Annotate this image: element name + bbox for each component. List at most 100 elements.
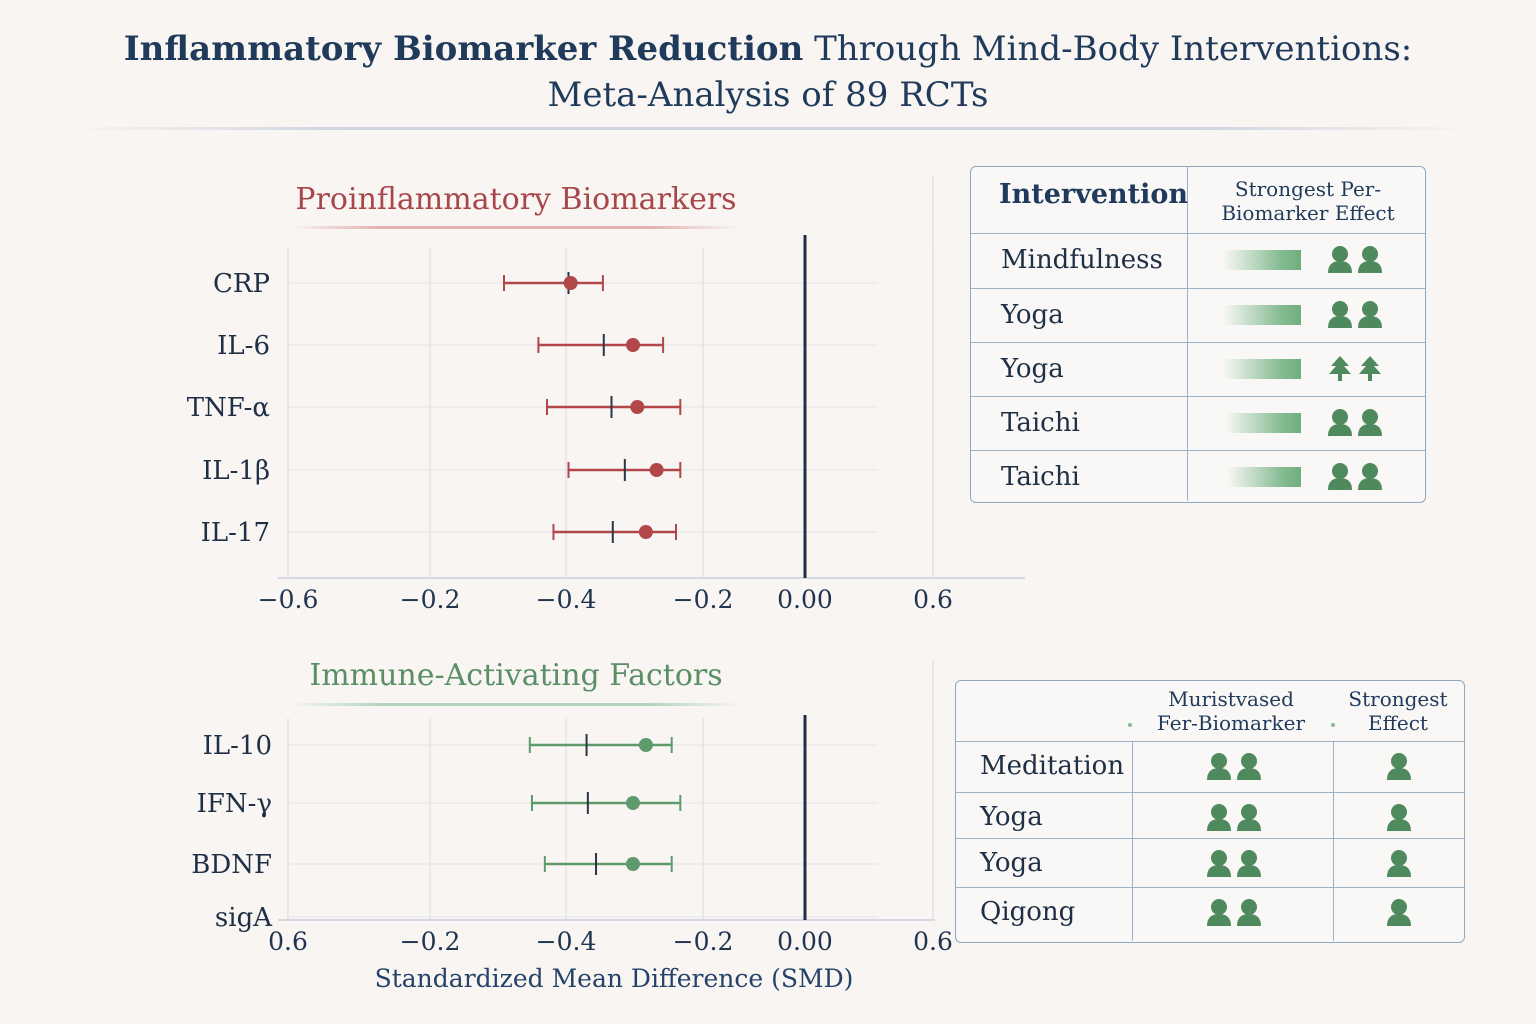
person-icon xyxy=(1207,753,1231,780)
table-row-divider xyxy=(956,792,1464,793)
table-row-divider xyxy=(971,342,1425,343)
header-dot xyxy=(1331,723,1335,727)
person-icon xyxy=(1386,849,1412,879)
x-tick-label: −0.4 xyxy=(536,927,597,956)
panel-divider-immune xyxy=(290,703,740,706)
intervention-name: Qigong xyxy=(980,897,1076,927)
x-tick-label: −0.6 xyxy=(258,585,319,614)
effect-bar xyxy=(1223,250,1301,270)
intervention-table: Intervention Strongest Per- Biomarker Ef… xyxy=(970,166,1426,503)
table-row-divider xyxy=(971,450,1425,451)
header-dot xyxy=(1128,723,1132,727)
effect-bar xyxy=(1223,359,1301,379)
point-estimate xyxy=(626,338,640,352)
effect-bar xyxy=(1225,413,1301,433)
title-bold: Inflammatory Biomarker Reduction xyxy=(123,29,804,69)
x-tick-label: −0.2 xyxy=(673,585,734,614)
intervention-name: Meditation xyxy=(980,751,1125,781)
point-estimate xyxy=(626,857,640,871)
table1-header-intervention: Intervention xyxy=(999,179,1188,210)
table1-header-effect: Strongest Per- Biomarker Effect xyxy=(1221,177,1395,225)
person-icon xyxy=(1237,899,1261,926)
x-tick-label: 0.6 xyxy=(268,927,308,956)
person-pair-icon xyxy=(1206,898,1262,928)
intervention-table-2: Muristvased Fer-Biomarker Strongest Effe… xyxy=(955,680,1465,943)
panel-title-proinflammatory: Proinflammatory Biomarkers xyxy=(295,182,737,217)
person-icon xyxy=(1328,246,1352,273)
tree-pair-icon xyxy=(1327,354,1383,384)
intervention-name: Yoga xyxy=(980,802,1043,832)
table-row-divider xyxy=(971,396,1425,397)
point-estimate xyxy=(649,463,664,477)
y-category-label: sigA xyxy=(215,903,273,933)
person-icon xyxy=(1387,850,1411,877)
chart-title: Inflammatory Biomarker Reduction Through… xyxy=(0,26,1536,118)
person-icon xyxy=(1387,753,1411,780)
person-pair-icon xyxy=(1206,849,1262,879)
x-tick-label: −0.2 xyxy=(400,585,461,614)
point-estimate xyxy=(563,276,578,290)
x-tick-label: −0.4 xyxy=(536,585,597,614)
x-tick-label: −0.2 xyxy=(673,927,734,956)
person-icon xyxy=(1207,804,1231,831)
person-pair-icon xyxy=(1327,408,1383,438)
intervention-name: Taichi xyxy=(1001,408,1080,438)
table-row-divider xyxy=(956,838,1464,839)
table2-column-divider-2 xyxy=(1333,741,1334,941)
person-icon xyxy=(1358,409,1382,436)
person-icon xyxy=(1358,463,1382,490)
person-icon xyxy=(1237,804,1261,831)
person-icon xyxy=(1207,850,1231,877)
title-line2: Meta-Analysis of 89 RCTs xyxy=(547,75,989,115)
table-row-divider xyxy=(956,741,1464,742)
y-category-label: CRP xyxy=(213,269,270,299)
person-icon xyxy=(1328,409,1352,436)
tree-icon xyxy=(1359,356,1381,381)
person-icon xyxy=(1237,850,1261,877)
panel-divider-proinflammatory xyxy=(290,226,740,229)
table2-header-col2: Muristvased Fer-Biomarker xyxy=(1156,687,1306,735)
table-row-divider xyxy=(971,233,1425,234)
title-divider xyxy=(70,127,1470,130)
x-tick-label: −0.2 xyxy=(400,927,461,956)
tree-icon xyxy=(1329,356,1351,381)
table1-column-divider xyxy=(1187,167,1188,501)
person-icon xyxy=(1237,753,1261,780)
y-category-label: IL-1β xyxy=(202,456,270,486)
table-row-divider xyxy=(956,887,1464,888)
person-pair-icon xyxy=(1327,245,1383,275)
person-icon xyxy=(1386,803,1412,833)
person-icon xyxy=(1328,463,1352,490)
y-category-label: BDNF xyxy=(191,850,272,880)
table-row-divider xyxy=(971,288,1425,289)
effect-bar xyxy=(1227,467,1301,487)
point-estimate xyxy=(626,796,640,810)
x-tick-label: 0.6 xyxy=(913,585,953,614)
person-pair-icon xyxy=(1327,300,1383,330)
point-estimate xyxy=(638,738,653,752)
title-rest: Through Mind-Body Interventions: xyxy=(803,29,1413,69)
table2-header-col3: Strongest Effect xyxy=(1348,687,1448,735)
person-icon xyxy=(1387,899,1411,926)
effect-bar xyxy=(1223,305,1301,325)
intervention-name: Yoga xyxy=(1001,354,1064,384)
y-category-label: TNF-α xyxy=(187,393,270,423)
x-tick-label: 0.00 xyxy=(777,585,833,614)
person-icon xyxy=(1387,804,1411,831)
person-pair-icon xyxy=(1327,462,1383,492)
point-estimate xyxy=(630,400,645,414)
intervention-name: Yoga xyxy=(1001,300,1064,330)
y-category-label: IFN-γ xyxy=(197,789,272,819)
panel-title-immune: Immune-Activating Factors xyxy=(309,658,723,693)
y-category-label: IL-10 xyxy=(203,731,272,761)
person-pair-icon xyxy=(1206,752,1262,782)
y-category-label: IL-17 xyxy=(201,518,270,548)
point-estimate xyxy=(638,525,653,539)
person-icon xyxy=(1358,301,1382,328)
x-tick-label: 0.00 xyxy=(777,927,833,956)
person-icon xyxy=(1386,752,1412,782)
intervention-name: Yoga xyxy=(980,848,1043,878)
intervention-name: Mindfulness xyxy=(1001,245,1163,275)
person-icon xyxy=(1358,246,1382,273)
